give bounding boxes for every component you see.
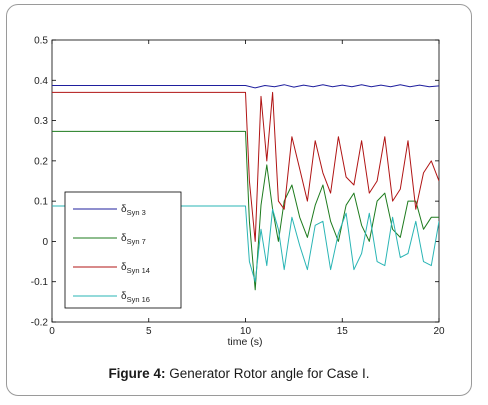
series-line-syn-14 bbox=[52, 91, 439, 242]
x-tick-label: 0 bbox=[49, 326, 55, 337]
y-tick-label: -0.1 bbox=[31, 277, 49, 288]
legend-box bbox=[64, 191, 182, 309]
caption-text: Generator Rotor angle for Case I. bbox=[165, 366, 370, 381]
legend-entry-label: δSyn 3 bbox=[121, 204, 146, 217]
caption-label: Figure 4: bbox=[108, 366, 166, 381]
y-tick-label: 0.3 bbox=[34, 116, 48, 127]
legend: δSyn 3 δSyn 7 δSyn 14 δSyn 16 bbox=[64, 191, 182, 309]
x-tick-label: 15 bbox=[337, 326, 349, 337]
y-tick-label: 0 bbox=[42, 237, 48, 248]
legend-entry-label: δSyn 16 bbox=[121, 291, 150, 304]
series-line-syn-3 bbox=[52, 84, 439, 89]
y-tick-label: 0.5 bbox=[34, 36, 48, 47]
y-tick-label: -0.2 bbox=[31, 318, 49, 329]
y-tick-label: 0.4 bbox=[34, 76, 48, 87]
series-line-syn-7 bbox=[52, 130, 439, 291]
figure-caption: Figure 4: Generator Rotor angle for Case… bbox=[6, 366, 472, 381]
axis-ticks: 0 5 10 15 20 -0.2 -0.1 0 0.1 0.2 0.3 0.4 0.5 bbox=[31, 36, 445, 338]
legend-entry-label: δSyn 7 bbox=[121, 233, 146, 246]
x-tick-label: 10 bbox=[240, 326, 252, 337]
x-tick-label: 20 bbox=[433, 326, 445, 337]
legend-entry-label: δSyn 14 bbox=[121, 262, 150, 275]
series-line-syn-16 bbox=[52, 205, 439, 283]
series-lines bbox=[52, 84, 439, 291]
y-tick-label: 0.1 bbox=[34, 197, 48, 208]
y-tick-label: 0.2 bbox=[34, 156, 48, 167]
x-axis-label: time (s) bbox=[228, 336, 263, 348]
x-tick-label: 5 bbox=[146, 326, 152, 337]
